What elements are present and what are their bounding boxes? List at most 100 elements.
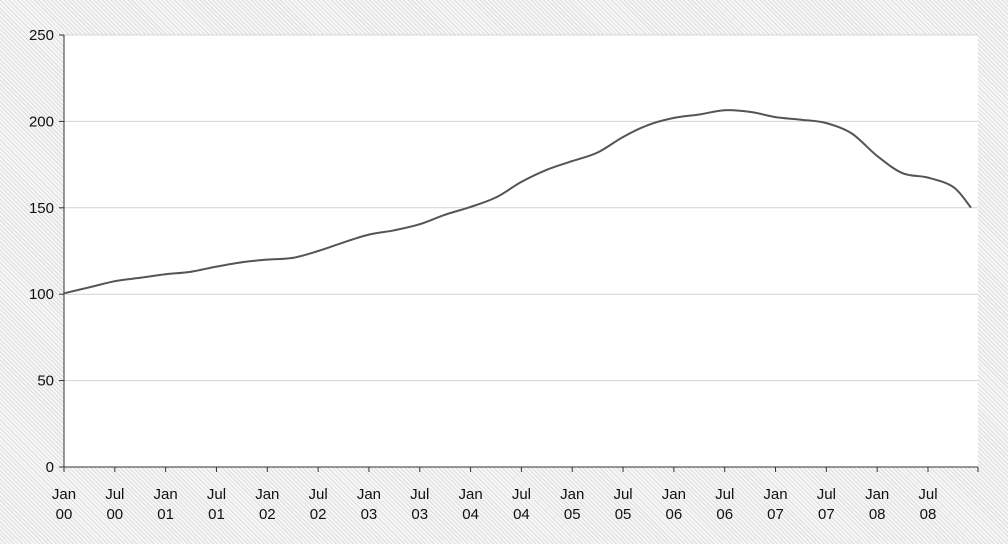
x-tick-label-10: Jan 05 [560, 486, 584, 523]
x-tick-label-month: Jul [105, 486, 124, 503]
x-tick-label-month: Jul [410, 486, 429, 503]
data-point-8 [266, 258, 269, 261]
gridlines [64, 34, 978, 382]
x-tick-label-month: Jul [207, 486, 226, 503]
x-tick-label-2: Jan 01 [154, 486, 178, 523]
x-tick-label-4: Jan 02 [255, 486, 279, 523]
y-tick-label-200: 200 [29, 113, 54, 130]
x-tick-label-8: Jan 04 [458, 486, 482, 523]
data-point-0 [63, 292, 65, 295]
x-tick-label-year: 04 [462, 506, 479, 523]
x-tick-label-month: Jul [918, 486, 937, 503]
data-point-2 [113, 280, 116, 283]
data-point-11 [342, 241, 345, 244]
series-layer [63, 109, 972, 295]
data-point-14 [418, 223, 421, 226]
x-tick-label-year: 01 [208, 506, 225, 523]
x-tick-label-12: Jan 06 [662, 486, 686, 523]
x-tick-label-year: 07 [818, 506, 835, 523]
x-tick-label-15: Jul 07 [817, 486, 836, 523]
x-tick-label-16: Jan 08 [865, 486, 889, 523]
axes [59, 34, 979, 472]
x-tick-label-year: 07 [767, 506, 784, 523]
data-point-24 [672, 116, 675, 119]
x-tick-label-month: Jan [763, 486, 787, 503]
data-point-20 [571, 160, 574, 163]
x-tick-label-year: 06 [666, 506, 683, 523]
x-tick-label-6: Jan 03 [357, 486, 381, 523]
data-point-18 [520, 180, 523, 183]
data-point-33 [901, 172, 904, 175]
x-tick-label-month: Jan [458, 486, 482, 503]
y-tick-label-50: 50 [37, 373, 54, 390]
data-point-31 [850, 132, 853, 135]
x-tick-label-month: Jan [357, 486, 381, 503]
x-tick-label-0: Jan 00 [52, 486, 76, 523]
data-point-30 [825, 122, 828, 125]
x-tick-label-year: 02 [259, 506, 276, 523]
x-axis-tick-labels: Jan 00 Jul 00 Jan 01 Jul 01 Jan 02 Jul 02 Jan 03 Jul 03… [52, 486, 938, 523]
plot-area [64, 35, 978, 467]
data-point-3 [139, 276, 142, 279]
data-point-13 [393, 229, 396, 232]
x-tick-label-year: 01 [157, 506, 174, 523]
data-point-4 [164, 273, 167, 276]
x-tick-label-5: Jul 02 [309, 486, 328, 523]
x-tick-label-month: Jul [715, 486, 734, 503]
data-point-7 [240, 261, 243, 264]
x-tick-label-3: Jul 01 [207, 486, 226, 523]
x-tick-label-month: Jul [613, 486, 632, 503]
data-point-22 [622, 136, 625, 138]
x-tick-label-month: Jan [154, 486, 178, 503]
data-point-35 [952, 186, 955, 189]
data-point-9 [291, 256, 294, 259]
data-point-1 [88, 286, 91, 289]
x-tick-label-13: Jul 06 [715, 486, 734, 523]
x-tick-label-year: 05 [564, 506, 581, 523]
x-tick-label-year: 04 [513, 506, 530, 523]
data-point-12 [367, 233, 370, 236]
x-tick-label-year: 00 [106, 506, 123, 523]
x-tick-label-month: Jan [52, 486, 76, 503]
x-tick-label-month: Jan [865, 486, 889, 503]
data-point-26 [723, 109, 726, 112]
y-tick-label-150: 150 [29, 200, 54, 217]
y-axis-tick-labels: 0 50 100 150 200 250 [29, 27, 54, 476]
x-tick-label-17: Jul 08 [918, 486, 937, 523]
x-tick-label-year: 02 [310, 506, 327, 523]
x-tick-label-month: Jan [662, 486, 686, 503]
y-tick-label-0: 0 [46, 459, 54, 476]
x-tick-label-month: Jul [309, 486, 328, 503]
x-tick-label-7: Jul 03 [410, 486, 429, 523]
y-tick-label-100: 100 [29, 286, 54, 303]
x-tick-label-14: Jan 07 [763, 486, 787, 523]
data-point-6 [215, 265, 218, 268]
x-tick-label-month: Jul [817, 486, 836, 503]
data-point-23 [647, 123, 650, 126]
x-tick-label-month: Jan [560, 486, 584, 503]
x-tick-label-year: 06 [716, 506, 733, 523]
data-point-25 [698, 113, 701, 116]
data-point-15 [444, 213, 447, 216]
data-point-27 [749, 110, 752, 113]
data-point-16 [469, 205, 472, 208]
x-tick-label-1: Jul 00 [105, 486, 124, 523]
data-point-19 [545, 168, 548, 171]
x-tick-label-year: 03 [411, 506, 428, 523]
data-point-34 [927, 176, 929, 179]
x-tick-label-year: 08 [920, 506, 937, 523]
data-point-21 [596, 151, 599, 154]
data-point-36 [969, 205, 972, 208]
data-point-28 [774, 116, 777, 119]
data-point-5 [190, 270, 193, 273]
data-point-10 [317, 250, 320, 252]
data-point-29 [799, 118, 802, 121]
x-tick-label-year: 05 [615, 506, 632, 523]
y-tick-label-250: 250 [29, 27, 54, 44]
x-tick-label-9: Jul 04 [512, 486, 531, 523]
data-point-32 [876, 155, 879, 157]
x-tick-label-year: 08 [869, 506, 886, 523]
x-tick-label-month: Jan [255, 486, 279, 503]
